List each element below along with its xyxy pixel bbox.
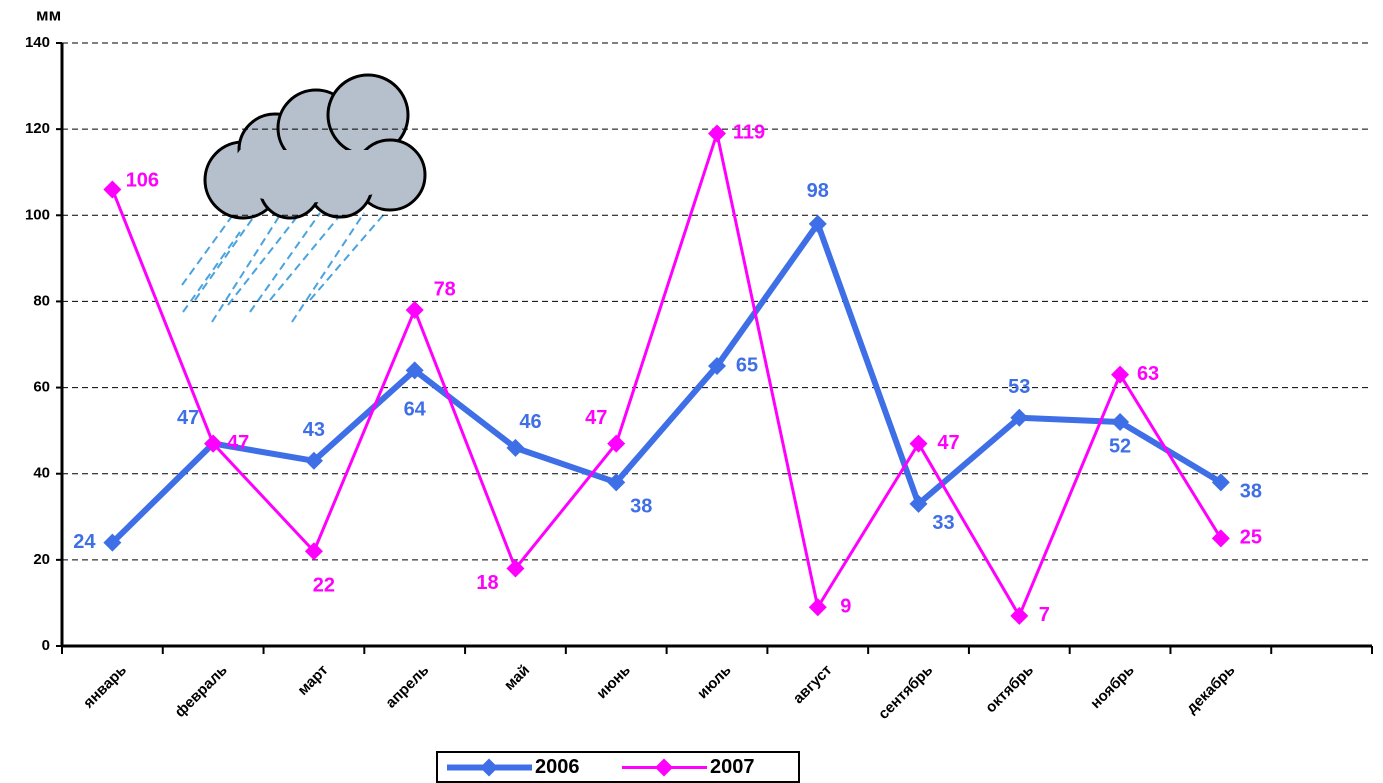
data-label: 47 bbox=[585, 407, 607, 429]
y-tick-label: 120 bbox=[25, 120, 50, 137]
marker bbox=[405, 301, 424, 320]
marker bbox=[909, 434, 928, 453]
data-label: 98 bbox=[807, 180, 829, 202]
marker bbox=[304, 451, 323, 470]
y-tick-label: 0 bbox=[42, 637, 50, 654]
data-label: 38 bbox=[1240, 481, 1262, 503]
data-label: 106 bbox=[126, 170, 159, 192]
marker bbox=[1111, 365, 1130, 384]
x-tick-label: февраль bbox=[172, 662, 231, 721]
data-label: 47 bbox=[177, 407, 199, 429]
data-label: 78 bbox=[434, 278, 456, 300]
legend-marker bbox=[655, 758, 673, 777]
x-tick-label: апрель bbox=[382, 662, 432, 712]
y-tick-label: 80 bbox=[33, 292, 50, 309]
marker bbox=[1010, 606, 1029, 625]
y-tick-label: 60 bbox=[33, 379, 50, 396]
legend-label: 2006 bbox=[535, 756, 580, 778]
y-tick-label: 20 bbox=[33, 551, 50, 568]
data-label: 52 bbox=[1109, 435, 1131, 457]
marker bbox=[204, 434, 223, 453]
marker bbox=[405, 361, 424, 380]
data-label: 47 bbox=[227, 432, 249, 454]
marker bbox=[1111, 413, 1130, 432]
marker bbox=[1211, 473, 1230, 492]
x-tick-label: сентябрь bbox=[875, 662, 936, 723]
marker bbox=[103, 180, 122, 199]
x-tick-label: октябрь bbox=[982, 662, 1037, 717]
x-tick-label: июнь bbox=[593, 662, 634, 703]
x-tick-label: март bbox=[294, 662, 331, 699]
data-label: 46 bbox=[519, 411, 541, 433]
marker bbox=[808, 598, 827, 617]
y-tick-label: 40 bbox=[33, 465, 50, 482]
series-line bbox=[110, 220, 1223, 545]
data-label: 63 bbox=[1137, 363, 1159, 385]
marker bbox=[304, 542, 323, 561]
data-label: 53 bbox=[1008, 376, 1030, 398]
y-tick-label: 140 bbox=[25, 34, 50, 51]
data-label: 22 bbox=[313, 575, 335, 597]
data-label: 33 bbox=[932, 512, 954, 534]
data-label: 64 bbox=[404, 399, 427, 421]
cloud-icon bbox=[181, 73, 427, 323]
x-tick-label: декабрь bbox=[1183, 662, 1238, 717]
x-tick-label: май bbox=[501, 662, 533, 694]
legend-marker bbox=[480, 758, 498, 777]
marker bbox=[1211, 529, 1230, 548]
data-label: 38 bbox=[630, 496, 652, 518]
marker bbox=[1010, 408, 1029, 427]
data-label: 65 bbox=[736, 354, 758, 376]
marker bbox=[607, 434, 626, 453]
marker bbox=[506, 438, 525, 457]
marker bbox=[506, 559, 525, 578]
marker bbox=[708, 124, 726, 143]
data-label: 7 bbox=[1039, 604, 1050, 626]
x-tick-label: август bbox=[790, 662, 836, 708]
x-tick-label: июль bbox=[694, 662, 735, 703]
x-tick-label: ноябрь bbox=[1087, 662, 1138, 713]
x-tick-label: январь bbox=[80, 662, 130, 712]
data-label: 18 bbox=[476, 572, 498, 594]
y-tick-label: 100 bbox=[25, 206, 50, 223]
marker bbox=[909, 494, 928, 513]
data-label: 43 bbox=[303, 419, 325, 441]
marker bbox=[607, 473, 626, 492]
data-label: 119 bbox=[733, 122, 765, 144]
y-axis-label: мм bbox=[36, 5, 61, 24]
data-label: 24 bbox=[73, 531, 96, 553]
legend-label: 2007 bbox=[710, 756, 755, 778]
marker bbox=[103, 533, 122, 552]
data-label: 47 bbox=[937, 432, 959, 454]
marker bbox=[808, 214, 827, 233]
marker bbox=[708, 357, 726, 376]
series-line bbox=[110, 131, 1223, 618]
data-label: 9 bbox=[840, 596, 851, 618]
data-label: 25 bbox=[1240, 527, 1262, 549]
